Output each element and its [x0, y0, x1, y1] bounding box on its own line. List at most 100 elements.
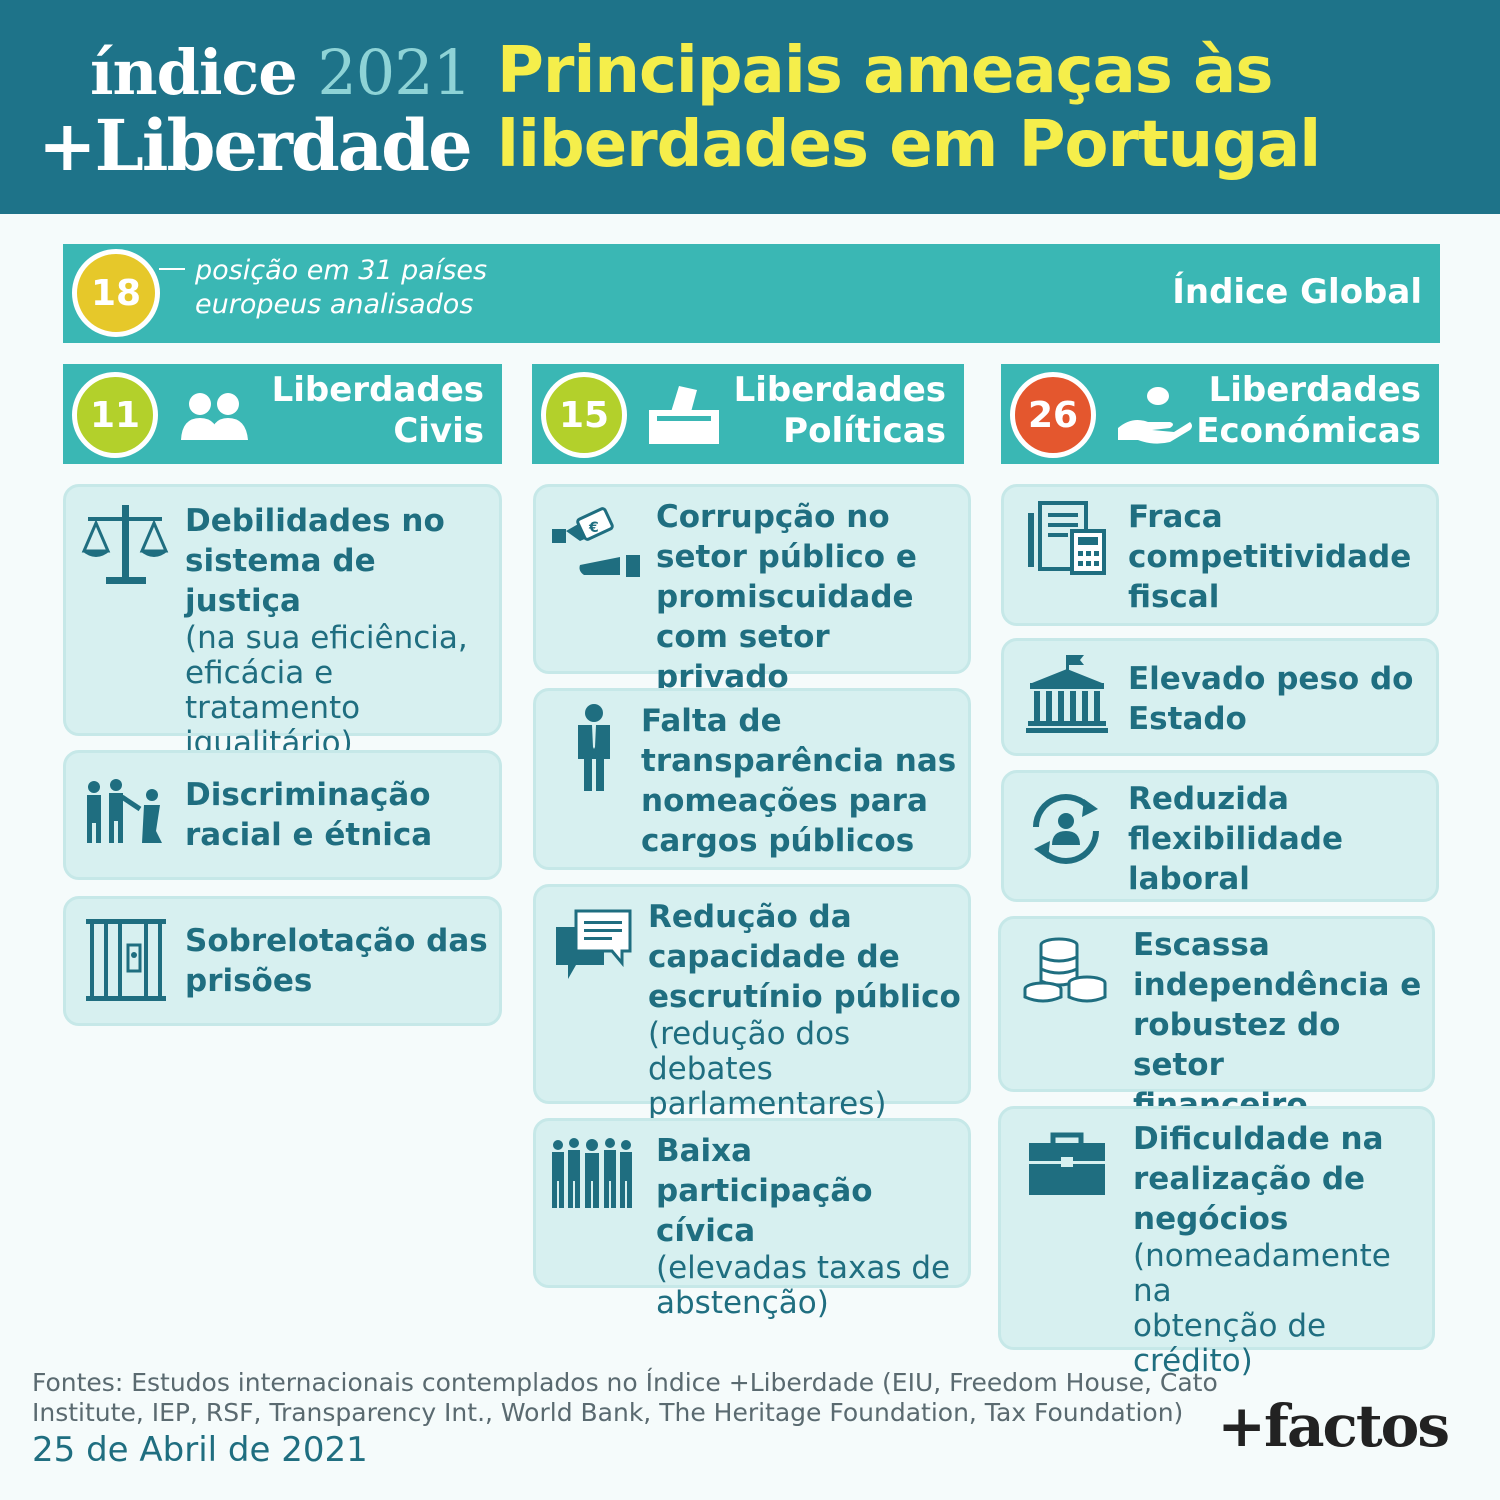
threat-title-line: Dificuldade na	[1133, 1121, 1384, 1157]
threat-title-line: Corrupção no	[656, 499, 890, 535]
political-rank-badge: 15	[541, 372, 627, 458]
threat-title-line: Escassa	[1133, 927, 1270, 963]
threat-card-state-weight: Elevado peso do Estado	[1001, 638, 1439, 756]
logo-year: 2021	[317, 36, 472, 109]
threat-title-line: sistema de justiça	[185, 543, 376, 619]
threat-note-line: eficácia e	[185, 655, 334, 691]
civil-label: Liberdades Civis	[272, 370, 484, 452]
threat-text: Dificuldade na realização de negócios (n…	[1133, 1119, 1432, 1379]
threat-title-line: fiscal	[1128, 579, 1220, 615]
sources-line-1: Fontes: Estudos internacionais contempla…	[32, 1368, 1218, 1397]
civil-label-line-1: Liberdades	[271, 370, 484, 410]
threat-text: Discriminação racial e étnica	[185, 775, 432, 855]
threat-title-line: com setor privado	[656, 619, 830, 695]
global-index-label: Índice Global	[1172, 272, 1422, 312]
prison-bars-icon	[86, 919, 166, 1001]
connector-line	[159, 268, 185, 270]
global-rank-description: posição em 31 países europeus analisados	[195, 254, 487, 322]
threat-card-justice: Debilidades no sistema de justiça (na su…	[63, 484, 502, 761]
threat-card-corruption: € Corrupção no setor público e promiscui…	[533, 484, 971, 695]
threat-title-line: Falta de	[641, 703, 782, 739]
threat-note-line: crédito)	[1133, 1343, 1253, 1379]
threat-text: Fraca competitividade fiscal	[1128, 497, 1411, 617]
threat-card-discrimination: Discriminação racial e étnica	[63, 750, 502, 880]
threat-title-line: flexibilidade	[1128, 821, 1344, 857]
sources-note: Fontes: Estudos internacionais contempla…	[32, 1368, 1218, 1428]
coin-stacks-icon	[1023, 937, 1107, 1003]
threat-title-line: Fraca	[1128, 499, 1223, 535]
logo-word: índice	[90, 36, 298, 109]
brand-logo: +factos	[1217, 1392, 1450, 1460]
threat-title-line: Estado	[1128, 701, 1247, 737]
threat-title-line: transparência nas	[641, 743, 957, 779]
civil-rank-badge: 11	[72, 372, 158, 458]
hand-coin-icon	[1118, 387, 1192, 444]
threat-title-line: racial e étnica	[185, 817, 433, 853]
threat-card-participation: Baixa participação cívica (elevadas taxa…	[533, 1118, 971, 1321]
threat-title-line: Baixa participação	[656, 1133, 873, 1209]
government-building-icon	[1026, 655, 1108, 733]
threat-card-transparency: Falta de transparência nas nomeações par…	[533, 688, 971, 870]
threat-title-line: independência e	[1133, 967, 1422, 1003]
threat-card-fiscal: Fraca competitividade fiscal	[1001, 484, 1439, 626]
threat-title-line: Elevado peso do	[1128, 661, 1414, 697]
global-text-line-1: posição em 31 países	[195, 255, 488, 286]
official-icon	[578, 704, 610, 791]
economic-label-line-1: Liberdades	[1208, 370, 1421, 410]
threat-text: Debilidades no sistema de justiça (na su…	[185, 501, 499, 761]
civil-label-line-2: Civis	[393, 411, 484, 451]
ballot-box-icon	[649, 386, 719, 444]
political-label-line-2: Políticas	[783, 411, 946, 451]
threat-card-labor: Reduzida flexibilidade laboral	[1001, 770, 1439, 902]
threat-title-line: escrutínio público	[648, 979, 961, 1015]
svg-text:€: €	[588, 520, 599, 536]
threat-note-line: abstenção)	[656, 1285, 829, 1321]
political-label-line-1: Liberdades	[733, 370, 946, 410]
category-political: 15 Liberdades Políticas	[532, 364, 964, 464]
sources-line-2: Institute, IEP, RSF, Transparency Int., …	[32, 1398, 1184, 1427]
threat-title-line: robustez do setor	[1133, 1007, 1341, 1083]
worker-cycle-icon	[1033, 794, 1099, 864]
speech-bubbles-icon	[556, 909, 632, 979]
threat-text: Escassa independência e robustez do seto…	[1133, 925, 1432, 1125]
threat-text: Reduzida flexibilidade laboral	[1128, 779, 1343, 899]
global-index-bar: 18 posição em 31 países europeus analisa…	[63, 244, 1440, 343]
economic-label: Liberdades Económicas	[1196, 370, 1421, 452]
threat-title-line: Sobrelotação das	[185, 923, 488, 959]
threat-text: Sobrelotação das prisões	[185, 921, 488, 1001]
threat-title-line: Reduzida	[1128, 781, 1289, 817]
threat-text: Elevado peso do Estado	[1128, 659, 1413, 739]
threat-title-line: negócios	[1133, 1201, 1289, 1237]
discrimination-icon	[87, 779, 162, 843]
people-icon	[181, 393, 248, 440]
global-rank-badge: 18	[72, 249, 160, 337]
page-title: Principais ameaças às liberdades em Port…	[497, 34, 1321, 182]
threat-title-line: Redução da	[648, 899, 852, 935]
threat-title-line: competitividade	[1128, 539, 1412, 575]
threat-title-line: setor público e	[656, 539, 917, 575]
threat-title-line: capacidade de	[648, 939, 900, 975]
title-line-1: Principais ameaças às	[497, 34, 1273, 108]
threat-note-line: (nomeadamente na	[1133, 1238, 1391, 1309]
tax-document-icon	[1028, 501, 1106, 575]
threat-title-line: prisões	[185, 963, 313, 999]
threat-title-line: cívica	[656, 1213, 756, 1249]
logo-index-year: índice 2021	[90, 36, 472, 109]
threat-title-line: promiscuidade	[656, 579, 914, 615]
briefcase-icon	[1029, 1132, 1105, 1195]
threat-note-line: tratamento	[185, 690, 361, 726]
threat-text: Redução da capacidade de escrutínio públ…	[648, 897, 968, 1122]
threat-note-line: obtenção de	[1133, 1308, 1327, 1344]
threat-note-line: (elevadas taxas de	[656, 1250, 951, 1286]
bribe-icon: €	[552, 507, 640, 577]
economic-label-line-2: Económicas	[1196, 411, 1421, 451]
threat-title-line: realização de	[1133, 1161, 1366, 1197]
title-line-2: liberdades em Portugal	[497, 108, 1321, 182]
economic-rank-badge: 26	[1010, 372, 1096, 458]
threat-title-line: nomeações para	[641, 783, 928, 819]
threat-note-line: (na sua eficiência,	[185, 620, 468, 656]
threat-text: Baixa participação cívica (elevadas taxa…	[656, 1131, 968, 1321]
threat-text: Falta de transparência nas nomeações par…	[641, 701, 956, 861]
threat-note-line: parlamentares)	[648, 1086, 887, 1122]
header-banner: índice 2021 +Liberdade Principais ameaça…	[0, 0, 1500, 214]
